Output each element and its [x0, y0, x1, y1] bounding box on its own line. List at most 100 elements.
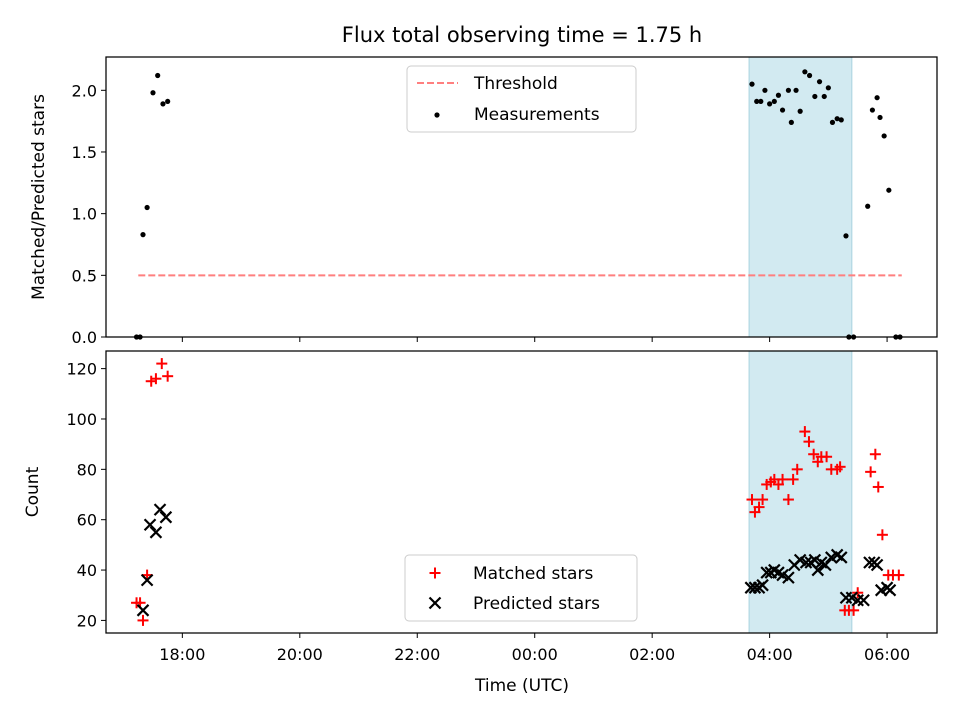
x-marker-b	[811, 563, 825, 577]
bottom-y-axis: 20 40 60 80 100 120	[66, 360, 106, 630]
matched-star-point	[746, 494, 758, 506]
x-marker-b	[772, 566, 785, 579]
matched-star-point	[808, 448, 820, 460]
measurement-point	[775, 92, 782, 98]
bottom-y-tick-label: 40	[77, 561, 97, 580]
measurement-point	[144, 204, 150, 211]
measurement-point	[877, 114, 883, 121]
predicted-stars-series	[136, 503, 897, 617]
measurement-point	[150, 90, 156, 96]
predicted-star-point	[819, 558, 832, 572]
predicted-star-point	[834, 551, 848, 564]
x-marker-b	[782, 571, 795, 584]
measurement-point	[779, 107, 786, 113]
measurements-legend-label: Measurements	[474, 105, 600, 125]
measurement-point	[754, 98, 760, 105]
x-marker-b	[153, 503, 167, 516]
top-axes-frame	[105, 56, 938, 338]
predicted-star-point	[782, 571, 795, 584]
x-tick-label: 20:00	[277, 645, 323, 664]
x-marker-b	[870, 558, 884, 572]
x-marker-b	[808, 553, 822, 567]
x-marker-b	[799, 556, 813, 569]
top-y-tick-label: 2.0	[72, 81, 97, 100]
measurement-point	[829, 119, 836, 125]
matched-star-point	[753, 501, 765, 513]
measurement-point	[155, 72, 161, 79]
legend-x-marker	[428, 596, 442, 610]
predicted-star-point	[143, 518, 157, 532]
measurement-point	[140, 232, 146, 238]
measurement-point	[843, 233, 849, 239]
matched-star-point	[156, 358, 168, 370]
top-y-axis: 0.0 0.5 1.0 1.5 2.0	[72, 81, 106, 347]
measurement-point	[797, 108, 803, 114]
top-legend-frame	[406, 65, 637, 133]
measurement-point	[758, 98, 764, 105]
x-marker-b	[136, 604, 150, 617]
predicted-star-point	[811, 563, 825, 577]
x-marker-b	[159, 510, 173, 524]
x-marker-b	[776, 568, 789, 582]
measurement-point	[806, 72, 813, 79]
threshold-legend-label: Threshold	[473, 74, 558, 94]
x-marker-b	[768, 563, 781, 577]
top-legend: Threshold Measurements	[406, 65, 637, 133]
predicted-star-point	[883, 583, 897, 597]
measurements-series	[133, 69, 903, 340]
predicted-star-point	[857, 593, 870, 607]
matched-star-point	[137, 614, 149, 626]
predicted-stars-legend-swatch	[428, 596, 442, 610]
top-panel: 0.00.51.01.52.0 Matched/Predicted stars …	[29, 56, 938, 347]
x-marker-b	[748, 581, 762, 594]
measurement-point	[749, 81, 755, 87]
x-marker-b	[845, 591, 859, 605]
matched-star-point	[162, 370, 174, 382]
matched-star-point	[777, 473, 789, 485]
bottom-y-tick-label: 20	[77, 611, 97, 630]
top-y-axis-label: Matched/Predicted stars	[29, 94, 49, 300]
x-tick-label: 18:00	[159, 645, 205, 664]
top-highlight-span	[748, 56, 853, 338]
predicted-star-point	[870, 558, 884, 572]
measurement-point	[812, 93, 818, 100]
matched-star-point	[865, 466, 877, 478]
matched-star-point	[848, 604, 860, 616]
measurement-point	[816, 79, 823, 85]
top-y-tick-label: 1.0	[72, 205, 97, 224]
bottom-y-axis-label: Count	[23, 466, 43, 517]
x-marker-b	[883, 583, 897, 597]
bottom-y-tick-label: 100	[66, 410, 97, 429]
measurement-point	[865, 203, 871, 209]
predicted-star-point	[808, 553, 822, 567]
x-axis-label: Time (UTC)	[474, 676, 569, 696]
x-tick-label: 00:00	[512, 645, 558, 664]
matched-stars-legend-label: Matched stars	[473, 564, 593, 584]
predicted-star-point	[756, 578, 769, 592]
matched-star-point	[803, 436, 815, 448]
matched-stars-legend-swatch	[429, 567, 441, 579]
top-y-tick-label: 0.5	[72, 266, 97, 285]
bottom-span-rect	[748, 350, 853, 634]
measurement-point	[834, 116, 840, 122]
measurement-point	[838, 117, 844, 123]
matched-star-point	[782, 494, 794, 506]
chart-title: Flux total observing time = 1.75 h	[342, 23, 702, 47]
measurement-point	[874, 95, 880, 101]
matched-star-point	[787, 473, 799, 485]
top-x-ticks	[181, 337, 888, 342]
matched-star-point	[145, 375, 157, 387]
x-tick-label: 02:00	[629, 645, 675, 664]
x-marker-b	[863, 556, 876, 569]
predicted-star-point	[153, 503, 167, 516]
top-y-tick-label: 1.5	[72, 143, 97, 162]
x-marker-b	[756, 578, 769, 592]
measurement-point	[788, 119, 794, 125]
x-tick-label: 04:00	[747, 645, 793, 664]
matched-star-point	[791, 463, 803, 475]
x-marker-b	[830, 548, 844, 562]
measurement-point	[785, 87, 792, 93]
x-tick-label: 22:00	[394, 645, 440, 664]
x-marker-b	[143, 518, 157, 532]
x-marker-b	[815, 556, 828, 569]
